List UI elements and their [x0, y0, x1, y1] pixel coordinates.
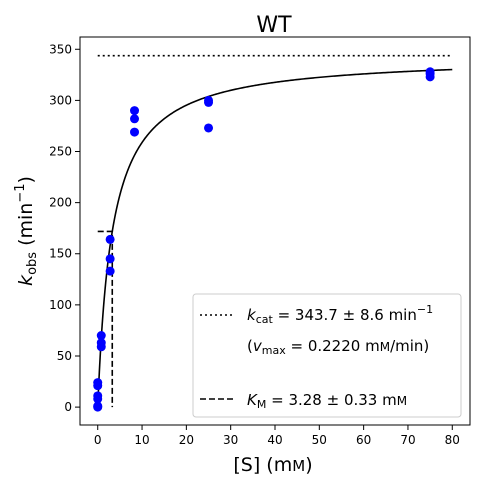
- legend-vmax-value: = 0.2220 m: [286, 337, 380, 355]
- y-tick-label: 250: [49, 145, 72, 159]
- legend-km-label: KM = 3.28 ± 0.33 mM: [247, 391, 407, 411]
- y-tick-label: 100: [49, 298, 72, 312]
- y-tick-label: 50: [57, 349, 72, 363]
- legend-kcat-sub: cat: [256, 313, 274, 326]
- y-tick-label: 350: [49, 42, 72, 56]
- legend-km-k: K: [247, 391, 258, 409]
- x-tick-label: 30: [223, 433, 238, 447]
- data-point: [204, 123, 214, 133]
- x-axis-label: [S] (mM): [233, 454, 312, 476]
- y-tick-label: 300: [49, 93, 72, 107]
- data-point: [96, 331, 106, 341]
- x-axis-ticks: 0 10 20 30 40 50 60 70 80: [94, 425, 460, 447]
- y-axis-ticks: 0 50 100 150 200 250 300 350: [49, 42, 80, 414]
- y-axis-label-close: ): [15, 176, 37, 183]
- y-axis-label-mid: (min: [15, 203, 37, 252]
- legend-km-sub: M: [257, 398, 267, 411]
- data-point: [130, 114, 140, 124]
- legend-vmax-label: (vmax = 0.2220 mM/min): [247, 337, 429, 357]
- y-axis-label: kobs (min−1): [13, 176, 40, 286]
- x-axis-label-unit: M: [292, 457, 305, 475]
- x-tick-label: 20: [179, 433, 194, 447]
- data-point: [130, 106, 140, 116]
- legend-vmax-v: v: [253, 337, 263, 355]
- data-point: [130, 127, 140, 137]
- y-tick-label: 200: [49, 196, 72, 210]
- y-axis-label-sub: obs: [25, 252, 40, 275]
- data-point: [105, 234, 115, 244]
- legend-vmax-sub: max: [262, 344, 286, 357]
- data-point: [204, 95, 214, 105]
- x-tick-label: 80: [445, 433, 460, 447]
- legend-kcat-sup: −1: [417, 303, 433, 316]
- data-point: [96, 338, 106, 348]
- data-point: [93, 378, 103, 388]
- legend-kcat-k: k: [247, 306, 257, 324]
- y-axis-label-k: k: [15, 274, 37, 286]
- legend-vmax-unit: M: [380, 340, 390, 354]
- data-point: [105, 266, 115, 276]
- x-axis-label-close: ): [305, 454, 312, 476]
- x-axis-label-main: [S] (m: [233, 454, 292, 476]
- data-point: [93, 401, 103, 411]
- michaelis-menten-fit-curve: [96, 68, 453, 408]
- legend-km-value: = 3.28 ± 0.33 m: [266, 391, 396, 409]
- data-points: [93, 67, 435, 412]
- data-point: [93, 391, 103, 401]
- legend-box: [192, 293, 462, 418]
- data-point: [425, 67, 435, 77]
- y-tick-label: 150: [49, 247, 72, 261]
- y-tick-label: 0: [64, 400, 72, 414]
- x-tick-label: 50: [312, 433, 327, 447]
- legend-km-unit: M: [397, 394, 407, 408]
- x-tick-label: 60: [356, 433, 371, 447]
- x-tick-label: 10: [134, 433, 149, 447]
- chart-title: WT: [256, 13, 292, 38]
- legend: kcat = 343.7 ± 8.6 min−1 (vmax = 0.2220 …: [192, 293, 462, 418]
- legend-kcat-value: = 343.7 ± 8.6 min: [273, 306, 417, 324]
- data-point: [105, 254, 115, 264]
- x-tick-label: 0: [94, 433, 102, 447]
- legend-vmax-tail: /min): [390, 337, 429, 355]
- x-tick-label: 70: [400, 433, 415, 447]
- x-tick-label: 40: [267, 433, 282, 447]
- legend-vmax-open: (: [247, 337, 253, 355]
- y-axis-label-sup: −1: [13, 183, 28, 202]
- legend-kcat-label: kcat = 343.7 ± 8.6 min−1: [247, 303, 433, 326]
